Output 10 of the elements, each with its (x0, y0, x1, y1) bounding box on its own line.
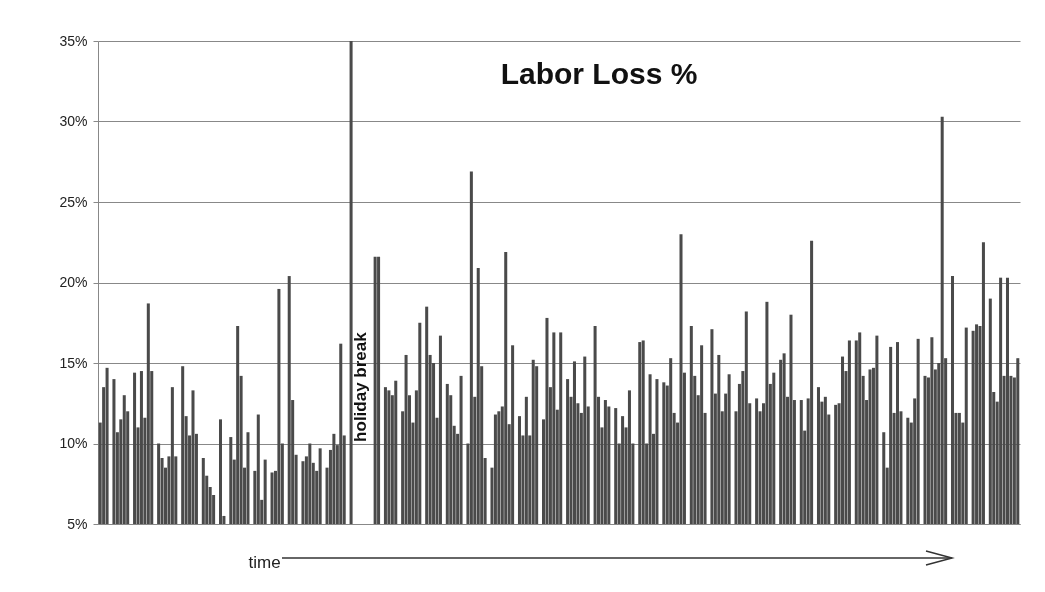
y-tick-label: 15% (59, 354, 88, 371)
y-tick-label: 35% (59, 32, 88, 49)
text: Labor Loss % (500, 57, 698, 90)
y-tick-label: 25% (59, 193, 88, 210)
x-axis-title: time (248, 552, 281, 572)
y-tick-label: 10% (59, 435, 88, 451)
y-tick-label: 20% (59, 274, 88, 290)
y-tick-label: 5% (67, 515, 88, 532)
y-tick-label: 30% (59, 113, 88, 129)
annotation: holiday break (351, 331, 371, 442)
